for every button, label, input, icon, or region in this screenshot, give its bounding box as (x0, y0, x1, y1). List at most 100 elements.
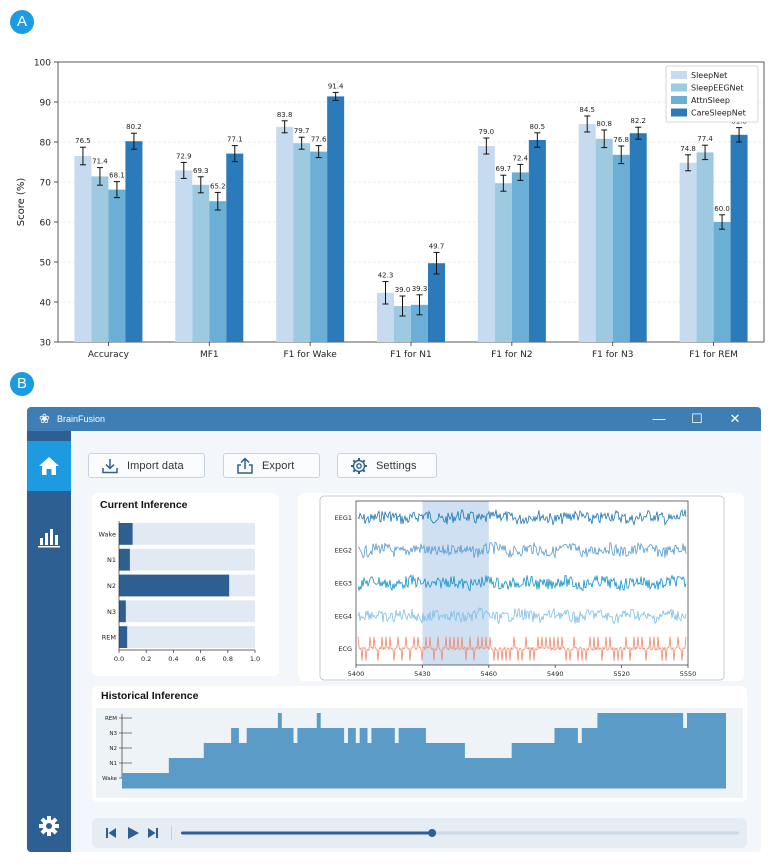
bar (327, 96, 345, 343)
data-label: 74.8 (680, 145, 696, 153)
import-data-label: Import data (127, 460, 184, 472)
legend-swatch (671, 96, 687, 104)
close-button[interactable]: ✕ (729, 411, 741, 426)
bar (310, 151, 328, 342)
bar (477, 146, 495, 342)
x-tick-label: 0.4 (168, 655, 178, 663)
eeg-signal-panel: EEG1 EEG2 EEG3 EEG4 ECG 5400 5430 5460 5490 5520 5… (298, 493, 744, 681)
current-inference-panel: Current Inference Wake N1 N2 N3 REM 0.0 0.2 0.4… (92, 493, 279, 676)
legend-swatch (671, 71, 687, 79)
data-label: 80.5 (530, 123, 546, 131)
y-tick-label: 40 (40, 299, 52, 309)
x-tick-label: 5550 (680, 670, 697, 678)
y-tick-label: REM (105, 716, 117, 722)
bar (595, 138, 613, 342)
data-label: 77.6 (311, 136, 327, 144)
bar (226, 153, 244, 342)
signal-trace (357, 606, 687, 625)
y-tick-label: 80 (40, 139, 52, 149)
bar-chart-icon (38, 529, 60, 548)
bar (696, 152, 714, 342)
playback-controls-graphic (106, 826, 739, 840)
data-label: 82.2 (630, 117, 646, 125)
channel-label: EEG3 (335, 580, 352, 588)
legend-swatch (671, 108, 687, 117)
x-tick-label: F1 for REM (689, 350, 738, 360)
maximize-button[interactable]: ☐ (691, 411, 703, 426)
sidebar-item-settings[interactable] (27, 801, 71, 851)
bar (119, 574, 230, 597)
eeg-signal-chart: EEG1 EEG2 EEG3 EEG4 ECG 5400 5430 5460 5490 5520 5… (319, 495, 725, 681)
play-icon[interactable] (128, 827, 139, 839)
minimize-button[interactable]: — (652, 411, 666, 426)
signal-trace (357, 574, 687, 592)
data-label: 91.4 (328, 82, 344, 90)
bar-track (119, 548, 255, 571)
bar (377, 292, 394, 342)
legend-entry: AttnSleep (691, 96, 730, 105)
panel-a-badge: A (10, 10, 34, 34)
legend-entry: CareSleepNet (691, 109, 746, 118)
bar (108, 189, 126, 342)
y-tick-label: 100 (34, 59, 51, 69)
category-label: REM (102, 634, 116, 642)
settings-button[interactable]: Settings (337, 453, 437, 478)
bar (74, 156, 92, 342)
progress-handle[interactable] (428, 829, 437, 837)
data-label: 80.2 (126, 123, 142, 131)
gear-icon (39, 816, 59, 836)
data-label: 68.1 (109, 172, 125, 180)
settings-gear-icon (351, 458, 367, 474)
brainfusion-app-window: ❀ BrainFusion — ☐ ✕ (27, 407, 761, 852)
bar (629, 133, 647, 342)
bar (192, 184, 210, 342)
bar (276, 126, 294, 342)
skip-back-icon[interactable] (106, 828, 116, 838)
panel-b-badge: B (10, 372, 34, 396)
bar (730, 134, 748, 342)
y-axis-label: Score (%) (16, 178, 27, 227)
x-tick-label: Accuracy (88, 350, 130, 360)
legend-entry: SleepEEGNet (691, 84, 744, 93)
x-tick-label: 5460 (481, 670, 498, 678)
data-label: 76.8 (613, 136, 629, 144)
x-tick-label: F1 for Wake (284, 350, 338, 360)
y-tick-label: N1 (109, 761, 117, 767)
bar-track (119, 600, 255, 623)
bar (494, 183, 512, 342)
sidebar-item-statistics[interactable] (27, 511, 71, 561)
bar (119, 626, 128, 648)
bar (209, 201, 227, 342)
category-label: Wake (98, 530, 116, 538)
current-inference-chart: Wake N1 N2 N3 REM 0.0 0.2 0.4 0.6 0.8 1.0 (92, 515, 279, 674)
app-title: BrainFusion (57, 414, 106, 424)
x-tick-label: 5400 (348, 670, 365, 678)
bar (578, 124, 596, 342)
plot-frame (57, 61, 765, 343)
data-label: 69.3 (193, 167, 209, 175)
current-inference-title: Current Inference (100, 499, 188, 511)
data-label: 49.7 (429, 242, 445, 250)
channel-label: EEG2 (335, 547, 352, 555)
highlight-window (422, 501, 489, 665)
plot-frame (355, 500, 689, 666)
data-label: 79.0 (479, 128, 495, 136)
channel-label: EEG1 (335, 514, 352, 522)
historical-inference-title: Historical Inference (101, 690, 199, 702)
x-tick-label: 0.8 (223, 655, 233, 663)
export-button[interactable]: Export (223, 453, 320, 478)
sidebar-item-home[interactable] (27, 441, 71, 491)
bar (394, 306, 411, 342)
skip-forward-icon[interactable] (148, 828, 158, 838)
data-label: 84.5 (579, 106, 595, 114)
category-label: N2 (107, 582, 116, 590)
signal-trace (358, 541, 687, 559)
bar (119, 523, 133, 545)
historical-inference-chart: REM N3 N2 N1 Wake (96, 708, 743, 798)
x-tick-label: 0.0 (114, 655, 124, 663)
bar (411, 304, 428, 342)
import-data-button[interactable]: Import data (88, 453, 205, 478)
channel-label: ECG (338, 645, 352, 653)
x-tick-label: 5520 (613, 670, 630, 678)
y-tick-label: N3 (109, 731, 117, 737)
